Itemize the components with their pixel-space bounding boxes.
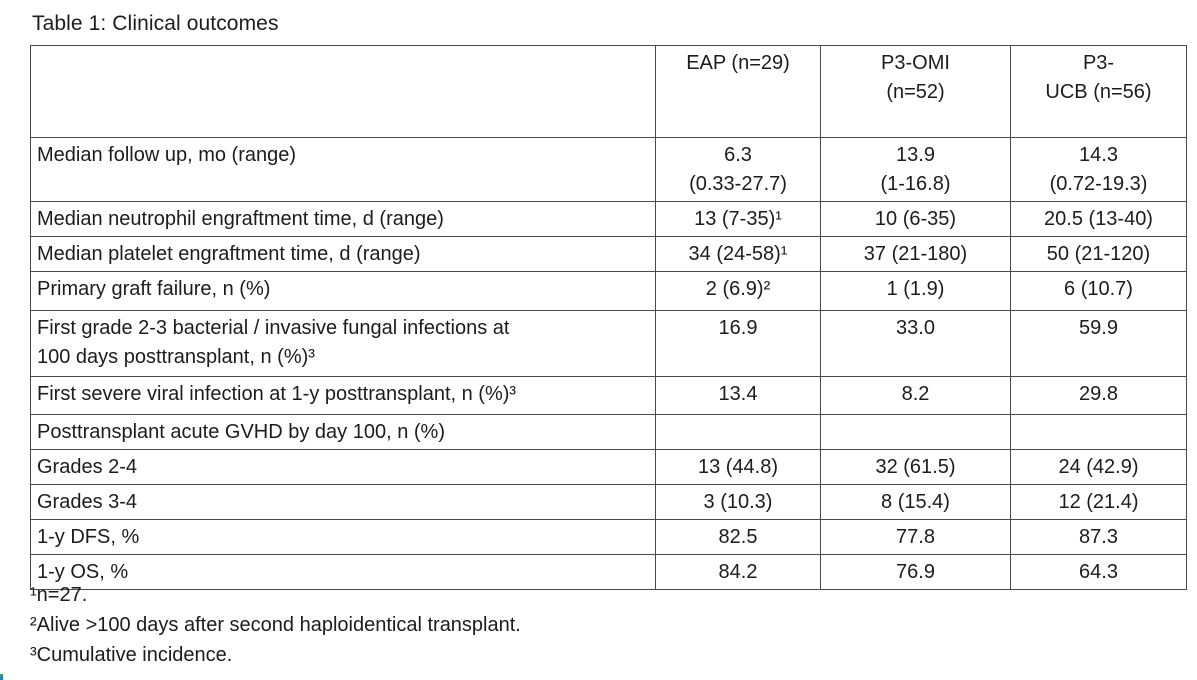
header-cell-p3omi: P3-OMI (n=52) bbox=[820, 45, 1011, 138]
row-label: Median follow up, mo (range) bbox=[30, 137, 656, 202]
value-line1: 13.9 bbox=[896, 144, 935, 166]
value-cell-eap: 13 (7-35)¹ bbox=[655, 201, 821, 237]
value-cell-p3ucb: 12 (21.4) bbox=[1010, 484, 1187, 520]
screen-edge-artifact bbox=[0, 674, 3, 680]
table-footnotes: ¹n=27. ²Alive >100 days after second hap… bbox=[30, 580, 521, 670]
value-cell-eap: 13.4 bbox=[655, 376, 821, 415]
header-cell-eap: EAP (n=29) bbox=[655, 45, 821, 138]
value-cell-p3omi: 37 (21-180) bbox=[820, 236, 1011, 272]
value-cell-p3ucb bbox=[1010, 414, 1187, 450]
row-label: First grade 2-3 bacterial / invasive fun… bbox=[30, 310, 656, 377]
clinical-outcomes-table: EAP (n=29) P3-OMI (n=52) P3- UCB (n=56) … bbox=[30, 45, 1187, 590]
table-row: Median platelet engraftment time, d (ran… bbox=[30, 236, 1187, 272]
value-cell-eap: 3 (10.3) bbox=[655, 484, 821, 520]
footnote-3: ³Cumulative incidence. bbox=[30, 644, 233, 666]
row-label: 1-y OS, % bbox=[30, 554, 656, 590]
value-cell-p3omi: 32 (61.5) bbox=[820, 449, 1011, 485]
row-label: Posttransplant acute GVHD by day 100, n … bbox=[30, 414, 656, 450]
value-cell-eap: 2 (6.9)² bbox=[655, 271, 821, 311]
value-line2: (1-16.8) bbox=[880, 173, 951, 195]
value-cell-eap bbox=[655, 414, 821, 450]
value-cell-eap: 6.3 (0.33-27.7) bbox=[655, 137, 821, 202]
header-p3omi-line1: P3-OMI bbox=[881, 52, 950, 74]
value-cell-p3ucb: 50 (21-120) bbox=[1010, 236, 1187, 272]
value-cell-p3ucb: 20.5 (13-40) bbox=[1010, 201, 1187, 237]
value-cell-p3ucb: 29.8 bbox=[1010, 376, 1187, 415]
value-cell-p3ucb: 14.3 (0.72-19.3) bbox=[1010, 137, 1187, 202]
table-title: Table 1: Clinical outcomes bbox=[32, 12, 279, 35]
row-label: Grades 2-4 bbox=[30, 449, 656, 485]
value-cell-p3omi: 77.8 bbox=[820, 519, 1011, 555]
table-row: Posttransplant acute GVHD by day 100, n … bbox=[30, 414, 1187, 450]
table-row: Median follow up, mo (range) 6.3 (0.33-2… bbox=[30, 137, 1187, 202]
table-row: First grade 2-3 bacterial / invasive fun… bbox=[30, 310, 1187, 377]
value-cell-eap: 34 (24-58)¹ bbox=[655, 236, 821, 272]
value-cell-p3omi: 13.9 (1-16.8) bbox=[820, 137, 1011, 202]
row-label: Primary graft failure, n (%) bbox=[30, 271, 656, 311]
value-line2: (0.33-27.7) bbox=[689, 173, 787, 195]
header-eap-line1: EAP (n=29) bbox=[686, 52, 790, 74]
value-cell-eap: 16.9 bbox=[655, 310, 821, 377]
value-cell-p3omi: 33.0 bbox=[820, 310, 1011, 377]
header-empty-cell bbox=[30, 45, 656, 138]
footnote-2: ²Alive >100 days after second haploident… bbox=[30, 614, 521, 636]
value-cell-p3omi: 8 (15.4) bbox=[820, 484, 1011, 520]
table-row: Grades 2-4 13 (44.8) 32 (61.5) 24 (42.9) bbox=[30, 449, 1187, 485]
row-label: Grades 3-4 bbox=[30, 484, 656, 520]
row-label: 1-y DFS, % bbox=[30, 519, 656, 555]
value-cell-eap: 13 (44.8) bbox=[655, 449, 821, 485]
table-row: First severe viral infection at 1-y post… bbox=[30, 376, 1187, 415]
row-label: Median neutrophil engraftment time, d (r… bbox=[30, 201, 656, 237]
value-cell-p3omi bbox=[820, 414, 1011, 450]
value-cell-p3omi: 10 (6-35) bbox=[820, 201, 1011, 237]
row-label: Median platelet engraftment time, d (ran… bbox=[30, 236, 656, 272]
table-row: Median neutrophil engraftment time, d (r… bbox=[30, 201, 1187, 237]
table-header-row: EAP (n=29) P3-OMI (n=52) P3- UCB (n=56) bbox=[30, 45, 1187, 138]
value-cell-eap: 82.5 bbox=[655, 519, 821, 555]
table-row: Primary graft failure, n (%) 2 (6.9)² 1 … bbox=[30, 271, 1187, 311]
table-row: 1-y OS, % 84.2 76.9 64.3 bbox=[30, 554, 1187, 590]
table-row: Grades 3-4 3 (10.3) 8 (15.4) 12 (21.4) bbox=[30, 484, 1187, 520]
value-line1: 6.3 bbox=[724, 144, 752, 166]
value-cell-p3omi: 76.9 bbox=[820, 554, 1011, 590]
header-p3omi-line2: (n=52) bbox=[886, 81, 945, 103]
value-cell-p3ucb: 6 (10.7) bbox=[1010, 271, 1187, 311]
footnote-1: ¹n=27. bbox=[30, 584, 88, 606]
header-cell-p3ucb: P3- UCB (n=56) bbox=[1010, 45, 1187, 138]
value-cell-p3omi: 8.2 bbox=[820, 376, 1011, 415]
value-cell-eap: 84.2 bbox=[655, 554, 821, 590]
value-cell-p3omi: 1 (1.9) bbox=[820, 271, 1011, 311]
value-line2: (0.72-19.3) bbox=[1049, 173, 1148, 195]
table-row: 1-y DFS, % 82.5 77.8 87.3 bbox=[30, 519, 1187, 555]
value-line1: 14.3 bbox=[1079, 144, 1118, 166]
row-label-line1: First grade 2-3 bacterial / invasive fun… bbox=[37, 317, 510, 339]
header-p3ucb-line1: P3- bbox=[1082, 52, 1115, 74]
value-cell-p3ucb: 24 (42.9) bbox=[1010, 449, 1187, 485]
header-p3ucb-line2: UCB (n=56) bbox=[1045, 81, 1152, 103]
value-cell-p3ucb: 87.3 bbox=[1010, 519, 1187, 555]
row-label: First severe viral infection at 1-y post… bbox=[30, 376, 656, 415]
value-cell-p3ucb: 59.9 bbox=[1010, 310, 1187, 377]
value-cell-p3ucb: 64.3 bbox=[1010, 554, 1187, 590]
row-label-line2: 100 days posttransplant, n (%)³ bbox=[37, 346, 315, 368]
